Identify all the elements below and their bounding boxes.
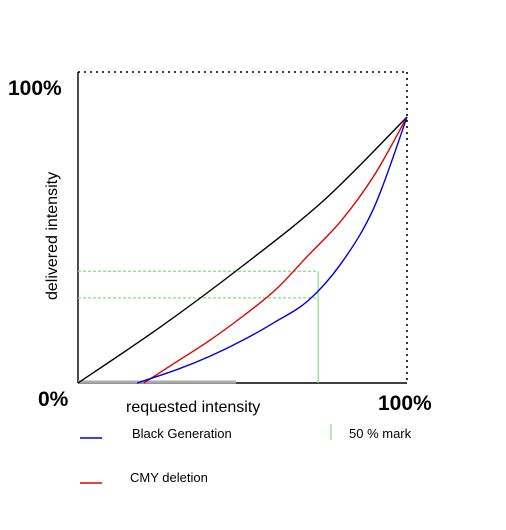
- y-tick-top: 100%: [8, 77, 62, 100]
- series-linear: [77, 116, 408, 384]
- series-group: [77, 116, 408, 384]
- series-cmy-deletion: [143, 116, 408, 384]
- x-tick-right: 100%: [378, 392, 432, 415]
- x-tick-left: 0%: [38, 388, 69, 411]
- reference-lines: [78, 270, 319, 383]
- y-axis-label: delivered intensity: [44, 172, 61, 300]
- legend: Black Generation 50 % mark CMY deletion: [80, 424, 412, 485]
- legend-label-50-mark: 50 % mark: [349, 426, 412, 441]
- legend-label-cmy-deletion: CMY deletion: [130, 470, 208, 485]
- legend-label-black-generation: Black Generation: [132, 426, 232, 441]
- series-black-generation: [136, 116, 408, 384]
- x-axis-label: requested intensity: [126, 399, 260, 416]
